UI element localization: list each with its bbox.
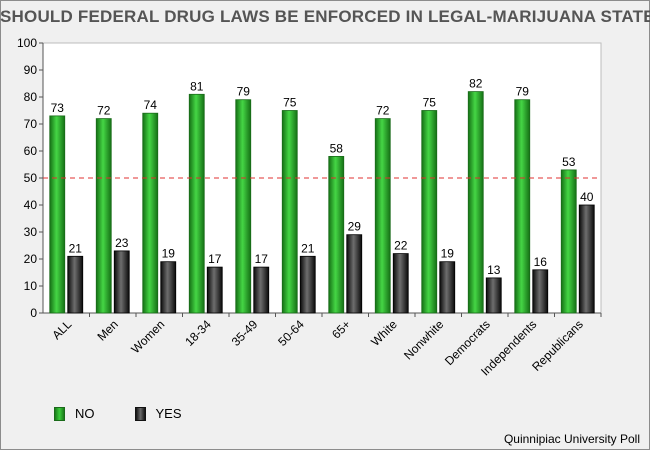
x-tick-label: Women [128, 317, 167, 356]
data-label-yes-8: 19 [441, 247, 455, 261]
data-label-yes-3: 17 [208, 252, 222, 266]
bar-yes-10 [532, 269, 549, 314]
x-tick-label: 50-64 [275, 317, 307, 349]
data-label-no-2: 74 [144, 98, 158, 112]
x-tick-label: Men [94, 317, 120, 343]
bar-no-8 [421, 110, 438, 314]
y-tick-label: 50 [24, 171, 38, 185]
y-tick-label: 30 [24, 225, 38, 239]
data-label-no-7: 72 [376, 104, 390, 118]
bar-no-9 [467, 91, 484, 314]
y-tick-label: 80 [24, 90, 38, 104]
data-label-yes-11: 40 [580, 190, 594, 204]
x-tick-label: 65+ [329, 317, 353, 341]
bar-no-10 [514, 99, 531, 314]
x-tick-label: Nonwhite [401, 317, 447, 363]
bar-no-5 [281, 110, 298, 314]
bar-no-3 [188, 93, 205, 314]
bar-no-2 [142, 112, 159, 314]
bar-yes-3 [206, 266, 223, 314]
legend-item-yes: YES [134, 406, 182, 421]
legend-label-yes: YES [155, 406, 182, 421]
data-label-no-4: 79 [237, 85, 251, 99]
y-tick-label: 100 [17, 36, 37, 50]
data-label-yes-2: 19 [162, 247, 176, 261]
x-tick-label: 35-49 [229, 317, 261, 349]
bar-no-1 [95, 118, 112, 314]
data-label-no-9: 82 [469, 77, 483, 91]
data-label-no-6: 58 [330, 141, 344, 155]
x-tick-label: ALL [49, 317, 74, 342]
data-label-no-8: 75 [423, 96, 437, 110]
data-label-yes-4: 17 [255, 252, 269, 266]
data-label-yes-10: 16 [534, 255, 548, 269]
data-label-no-10: 79 [516, 85, 530, 99]
bar-no-11 [560, 169, 577, 314]
y-tick-label: 10 [24, 279, 38, 293]
data-label-no-3: 81 [190, 79, 204, 93]
bar-yes-8 [439, 261, 456, 314]
y-tick-label: 90 [24, 63, 38, 77]
chart-title: SHOULD FEDERAL DRUG LAWS BE ENFORCED IN … [0, 7, 650, 26]
bar-no-0 [49, 115, 66, 314]
bar-yes-5 [299, 255, 316, 314]
bar-no-4 [235, 99, 252, 314]
legend-swatch-no [54, 406, 65, 421]
legend-swatch-yes [134, 406, 146, 421]
bar-yes-7 [392, 253, 409, 314]
data-label-no-0: 73 [51, 101, 65, 115]
bar-yes-2 [160, 261, 177, 314]
y-tick-label: 0 [30, 306, 37, 320]
bar-yes-6 [346, 234, 363, 314]
bar-yes-11 [578, 204, 595, 314]
y-tick-label: 40 [24, 198, 38, 212]
data-label-yes-1: 23 [115, 236, 129, 250]
data-label-yes-9: 13 [487, 263, 501, 277]
source-note: Quinnipiac University Poll [503, 432, 640, 446]
y-tick-label: 60 [24, 144, 38, 158]
x-tick-label: 18-34 [182, 317, 214, 349]
legend-item-no: NO [54, 406, 95, 421]
legend-label-no: NO [75, 406, 95, 421]
bar-no-7 [374, 118, 391, 314]
data-label-yes-7: 22 [394, 239, 408, 253]
bar-yes-9 [485, 277, 502, 314]
bar-yes-4 [253, 266, 270, 314]
bar-yes-1 [113, 250, 130, 314]
data-label-yes-0: 21 [69, 241, 83, 255]
bar-yes-0 [67, 255, 84, 314]
x-tick-label: White [368, 317, 400, 349]
data-label-yes-5: 21 [301, 241, 315, 255]
data-label-yes-6: 29 [348, 220, 362, 234]
bar-no-6 [328, 155, 345, 314]
data-label-no-5: 75 [283, 96, 297, 110]
y-tick-label: 70 [24, 117, 38, 131]
data-label-no-11: 53 [562, 155, 576, 169]
y-tick-label: 20 [24, 252, 38, 266]
data-label-no-1: 72 [97, 104, 111, 118]
legend: NO YES [54, 406, 222, 421]
